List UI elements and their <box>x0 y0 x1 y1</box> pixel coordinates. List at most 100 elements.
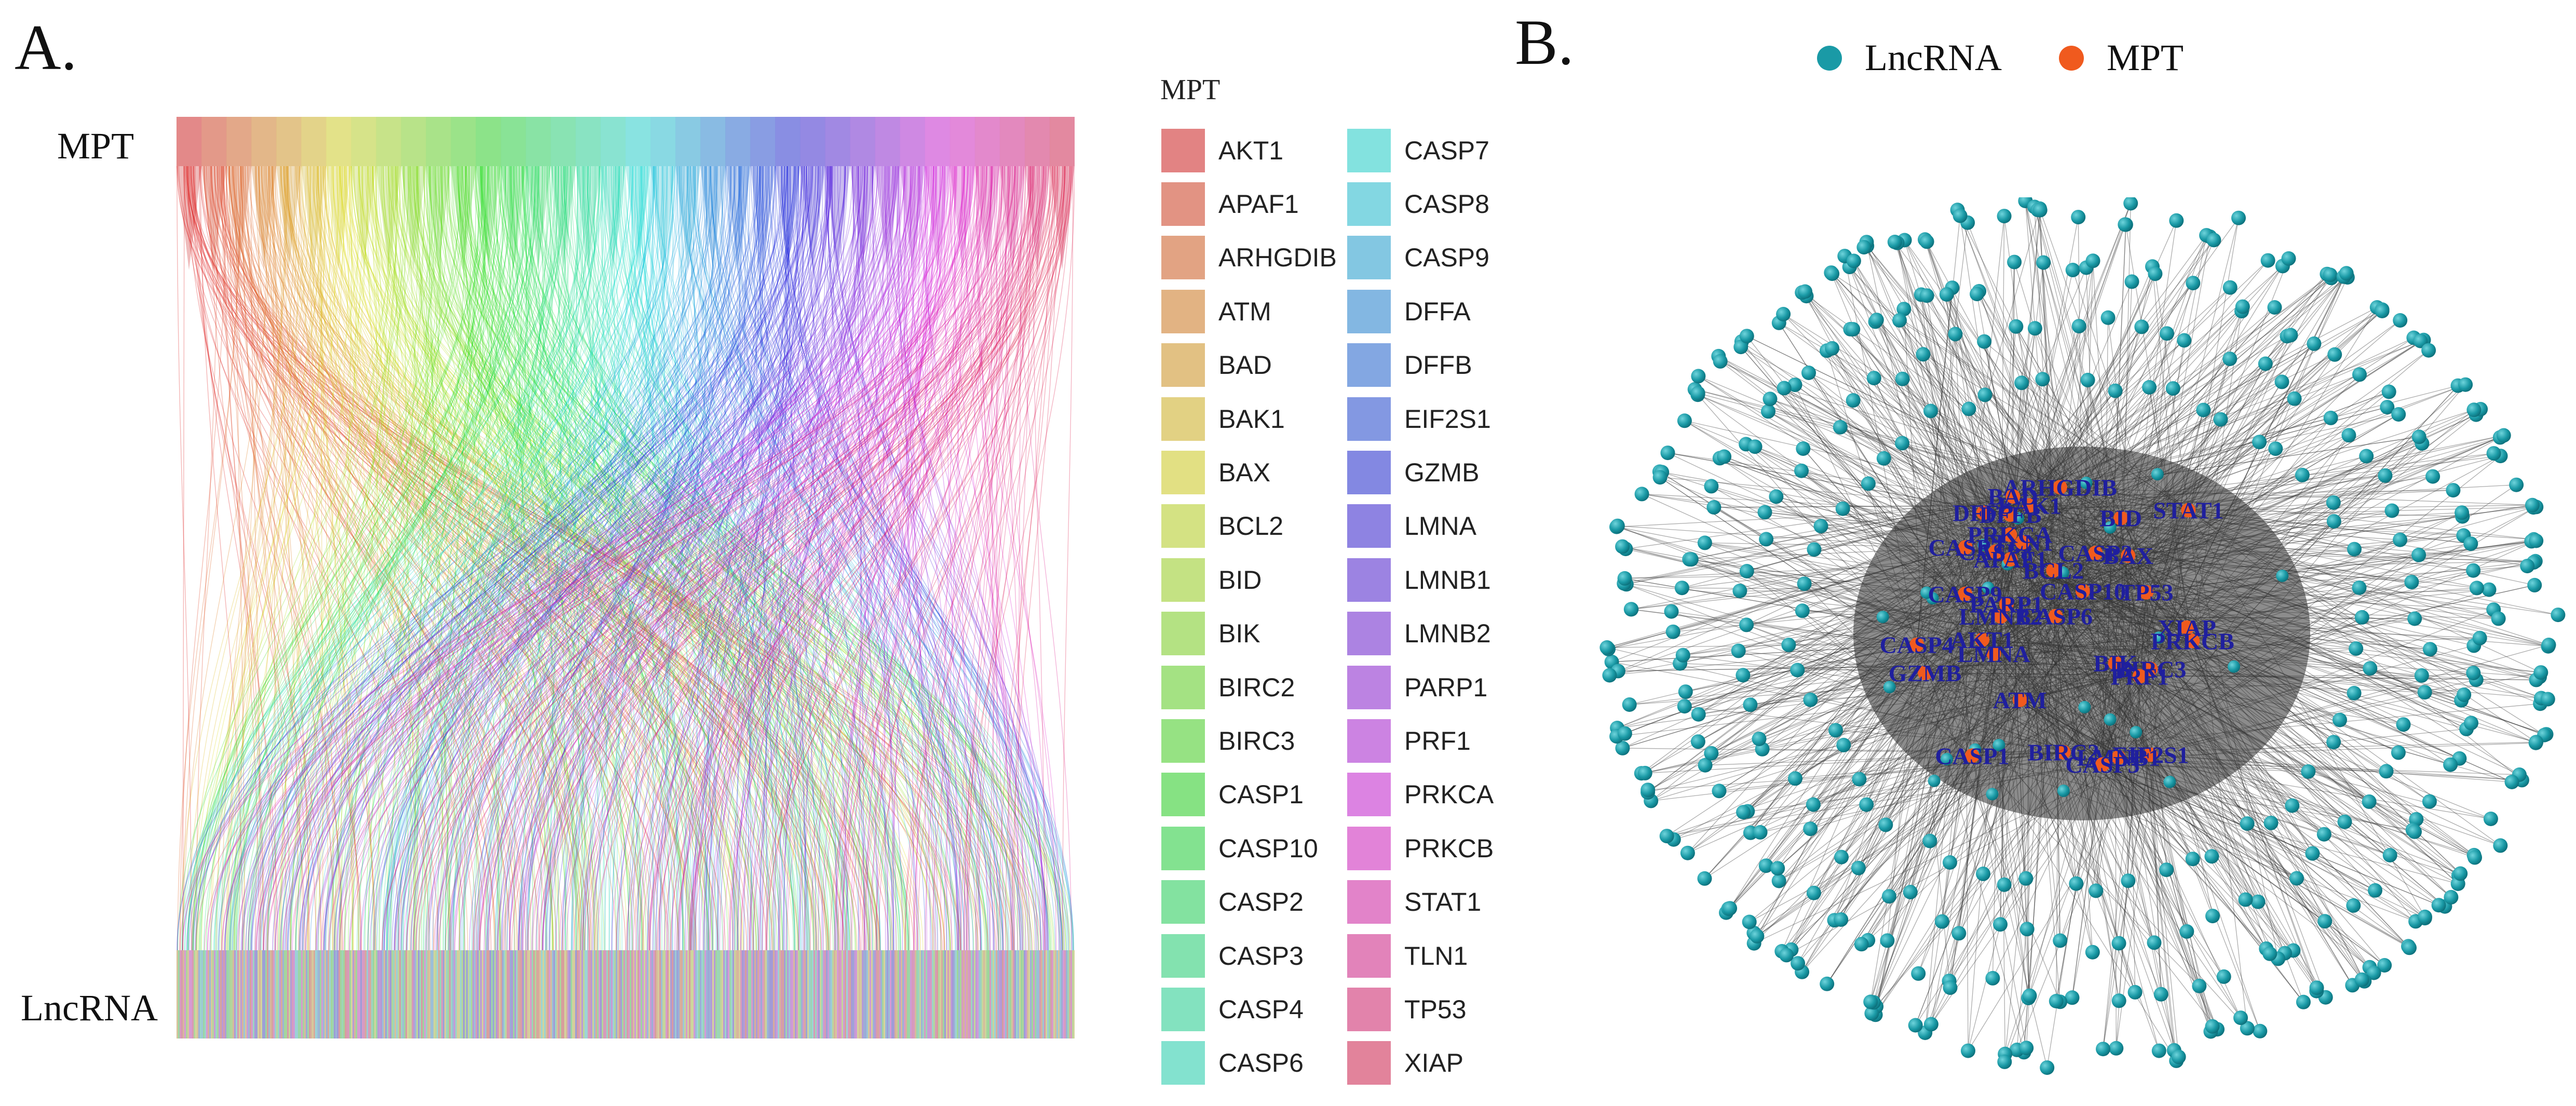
sankey-link <box>611 166 706 951</box>
lncrna-node <box>1736 668 1751 683</box>
lncrna-stripe <box>286 950 287 1038</box>
lncrna-node <box>1869 313 1884 328</box>
sankey-link <box>695 166 707 951</box>
mpt-hub-node <box>2003 507 2018 522</box>
lncrna-node <box>2520 559 2535 574</box>
sankey-link <box>417 166 481 951</box>
lncrna-node <box>1660 446 1675 461</box>
sankey-link <box>291 166 410 951</box>
lncrna-stripe <box>444 950 446 1038</box>
mpt-fan <box>650 166 676 270</box>
lncrna-stripe <box>346 950 348 1038</box>
mpt-bar-dffb <box>725 117 751 166</box>
sankey-link <box>336 166 561 951</box>
sankey-link <box>766 166 1065 951</box>
sankey-link <box>806 166 991 951</box>
lncrna-node <box>2466 563 2481 578</box>
lncrna-stripe <box>432 950 433 1038</box>
sankey-link <box>370 166 507 951</box>
lncrna-node <box>1977 387 1992 402</box>
sankey-link <box>734 166 839 951</box>
sankey-link <box>315 166 868 951</box>
sankey-link <box>601 166 788 951</box>
lncrna-node <box>2124 274 2139 289</box>
sankey-link <box>416 166 876 951</box>
lncrna-stripe <box>345 950 346 1038</box>
lncrna-stripe <box>879 950 880 1038</box>
lncrna-stripe <box>393 950 395 1038</box>
lncrna-node <box>2377 958 2392 973</box>
legend-item: BIRC3 <box>1161 714 1337 767</box>
lncrna-stripe <box>779 950 781 1038</box>
sankey-link <box>859 166 971 951</box>
sankey-link <box>461 166 581 951</box>
lncrna-stripe <box>541 950 543 1038</box>
legend-label: CASP4 <box>1218 994 1304 1024</box>
sankey-link <box>188 166 670 951</box>
sankey-link <box>287 166 564 951</box>
sankey-link <box>680 166 1039 951</box>
sankey-link <box>228 166 496 951</box>
legend-mpt: MPT <box>2058 36 2184 79</box>
lncrna-stripe <box>770 950 771 1038</box>
sankey-link <box>291 166 983 951</box>
lncrna-stripe <box>814 950 815 1038</box>
sankey-link <box>634 166 956 951</box>
sankey-link <box>842 166 912 951</box>
sankey-link <box>697 166 779 951</box>
mpt-hub-label: BCL2 <box>2023 557 2084 584</box>
legend-item: APAF1 <box>1161 177 1337 231</box>
lncrna-stripe <box>469 950 471 1038</box>
legend-label: ATM <box>1218 296 1271 326</box>
sankey-link <box>497 166 852 951</box>
network-edge <box>1924 239 2013 497</box>
sankey-link <box>495 166 577 951</box>
legend-label: TP53 <box>1404 994 1467 1024</box>
sankey-link <box>340 166 864 951</box>
lncrna-node <box>2289 871 2304 886</box>
sankey-link <box>322 166 918 951</box>
lncrna-node <box>2346 898 2361 913</box>
sankey-link <box>218 166 914 951</box>
legend-swatch <box>1161 612 1205 656</box>
sankey-link <box>525 166 546 951</box>
sankey-link <box>324 166 702 951</box>
sankey-link <box>275 166 434 951</box>
sankey-link <box>755 166 870 951</box>
sankey-link <box>739 166 880 951</box>
sankey-link <box>370 166 880 951</box>
sankey-link <box>305 166 630 951</box>
sankey-link <box>311 166 921 951</box>
lncrna-stripe <box>734 950 736 1038</box>
sankey-link <box>280 166 601 951</box>
sankey-link <box>558 166 566 951</box>
legend-label: DFFB <box>1404 350 1472 380</box>
sankey-link <box>179 166 1016 951</box>
mpt-hub-node <box>1976 505 1991 520</box>
sankey-link <box>647 166 724 951</box>
sankey-link <box>307 166 351 951</box>
sankey-link <box>386 166 641 951</box>
lncrna-node <box>2262 946 2277 961</box>
sankey-link <box>198 166 341 951</box>
lncrna-stripe <box>398 950 399 1038</box>
sankey-link <box>549 166 585 951</box>
sankey-link <box>865 166 927 951</box>
sankey-link <box>804 166 1026 951</box>
sankey-link <box>604 166 696 951</box>
legend-swatch <box>1161 665 1205 709</box>
sankey-link <box>323 166 857 951</box>
sankey-link <box>530 166 1042 951</box>
lncrna-node <box>1624 602 1639 617</box>
lncrna-stripe <box>921 950 923 1038</box>
lncrna-stripe <box>588 950 589 1038</box>
sankey-link <box>459 166 1066 951</box>
lncrna-stripe <box>463 950 465 1038</box>
sankey-link <box>307 166 799 951</box>
lncrna-stripe <box>186 950 187 1038</box>
sankey-link <box>679 166 846 951</box>
sankey-link <box>273 166 310 951</box>
sankey-link <box>653 166 920 951</box>
lncrna-stripe <box>843 950 845 1038</box>
lncrna-node <box>1895 436 1909 451</box>
